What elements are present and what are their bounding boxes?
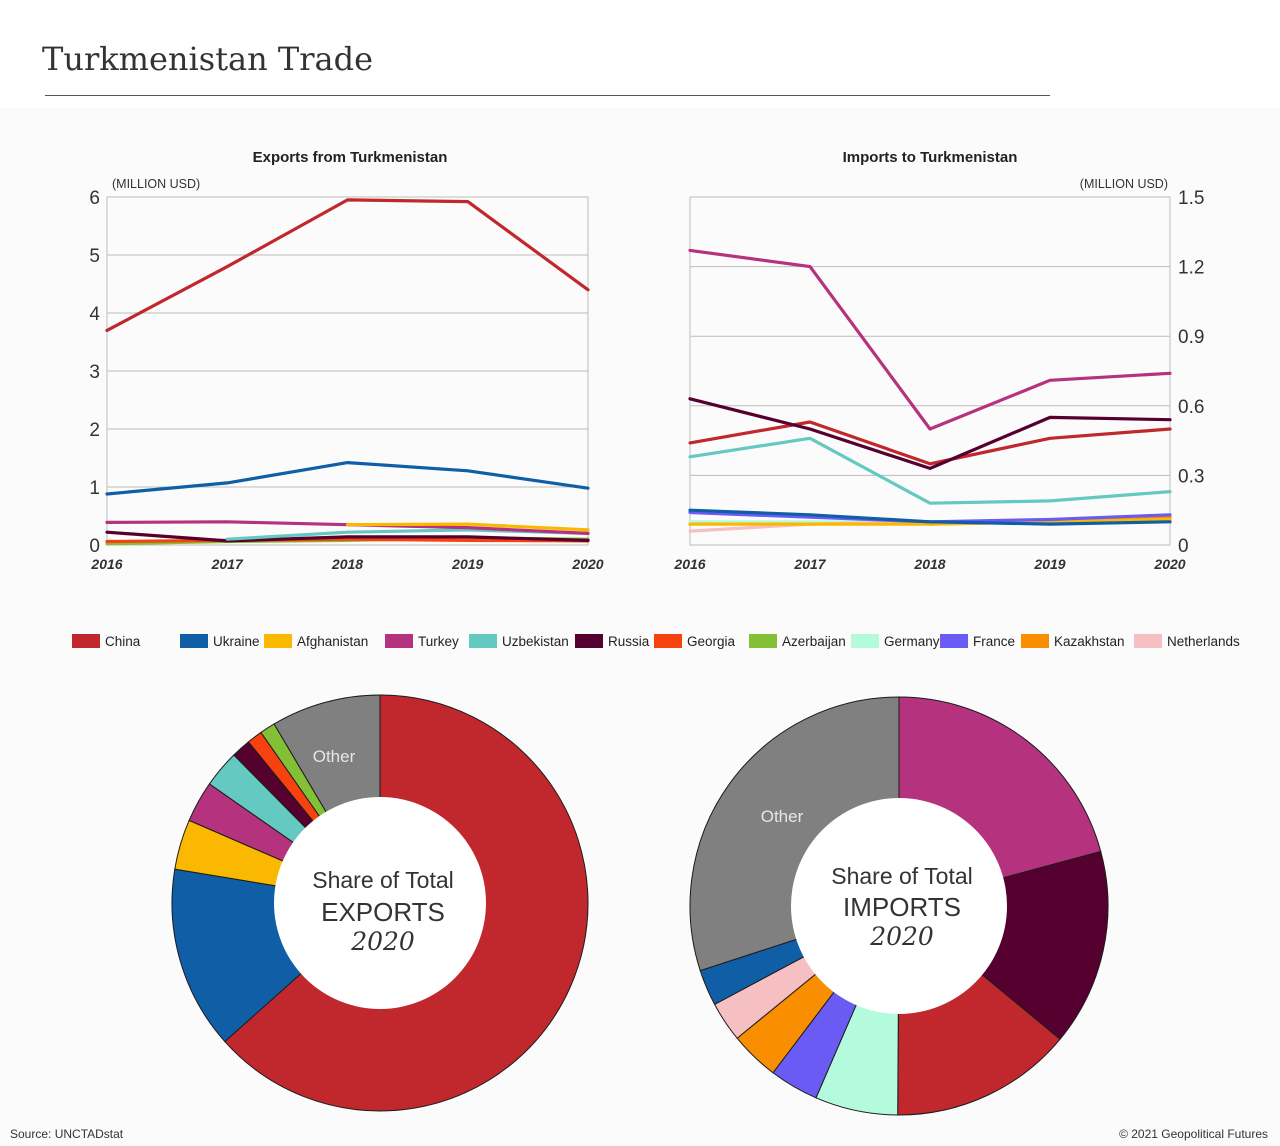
x-tick-label: 2019 (451, 556, 483, 572)
legend-swatch (749, 634, 777, 648)
legend-item-afghanistan: Afghanistan (264, 634, 368, 649)
y-tick-label: 1.5 (1178, 188, 1204, 209)
series-line-uzbekistan (688, 436, 1172, 505)
y-tick-label: 2 (89, 420, 100, 441)
donut-center-year: 2020 (350, 927, 415, 956)
donut-hole (791, 798, 1007, 1014)
series-line-georgia (105, 537, 590, 544)
legend-item-germany: Germany (851, 634, 940, 649)
legend-label: Afghanistan (297, 634, 368, 649)
donut-center-emphasis: IMPORTS (843, 892, 961, 922)
copyright-note: © 2021 Geopolitical Futures (1119, 1127, 1268, 1141)
legend-swatch (1021, 634, 1049, 648)
y-tick-label: 0 (89, 536, 100, 557)
legend-item-uzbekistan: Uzbekistan (469, 634, 569, 649)
source-note: Source: UNCTADstat (10, 1127, 124, 1141)
legend-swatch (851, 634, 879, 648)
y-tick-label: 0.9 (1178, 327, 1204, 348)
y-tick-label: 1.2 (1178, 258, 1204, 279)
series-line-china (105, 198, 590, 332)
legend-swatch (654, 634, 682, 648)
donut-center-title: Share of Total (831, 863, 973, 889)
unit-label: (MILLION USD) (1080, 177, 1168, 191)
legend-item-azerbaijan: Azerbaijan (749, 634, 846, 649)
x-tick-label: 2018 (331, 556, 363, 572)
donut-center-title: Share of Total (312, 867, 454, 893)
y-tick-label: 1 (89, 478, 100, 499)
x-tick-label: 2017 (211, 556, 244, 572)
page-title: Turkmenistan Trade (42, 40, 374, 78)
line-chart-exports: Exports from Turkmenistan (MILLION USD) 0 1… (89, 149, 603, 572)
series-line-afghanistan (688, 517, 1172, 526)
slice-label-other: Other (313, 747, 356, 766)
legend-label: Russia (608, 634, 650, 649)
legend-item-ukraine: Ukraine (180, 634, 260, 649)
legend-label: Uzbekistan (502, 634, 569, 649)
x-tick-label: 2020 (571, 556, 603, 572)
chart-title: Imports to Turkmenistan (843, 149, 1018, 166)
y-tick-label: 0.3 (1178, 466, 1204, 487)
title-rule (45, 95, 1050, 96)
y-tick-label: 6 (89, 188, 100, 209)
donut-hole (274, 797, 486, 1009)
legend-label: Azerbaijan (782, 634, 846, 649)
series-line-ukraine (688, 508, 1172, 526)
series-line-russia (688, 397, 1172, 470)
x-tick-label: 2017 (793, 556, 826, 572)
legend-label: Ukraine (213, 634, 260, 649)
unit-label: (MILLION USD) (112, 177, 200, 191)
legend-item-france: France (940, 634, 1015, 649)
x-tick-label: 2018 (913, 556, 945, 572)
legend-item-netherlands: Netherlands (1134, 634, 1240, 649)
legend-item-russia: Russia (575, 634, 650, 649)
legend-swatch (1134, 634, 1162, 648)
legend-label: Kazakhstan (1054, 634, 1125, 649)
donut-center-emphasis: EXPORTS (321, 897, 445, 927)
legend-swatch (575, 634, 603, 648)
legend-swatch (180, 634, 208, 648)
legend-label: France (973, 634, 1015, 649)
legend-item-turkey: Turkey (385, 634, 459, 649)
legend-swatch (264, 634, 292, 648)
legend-item-kazakhstan: Kazakhstan (1021, 634, 1125, 649)
x-tick-label: 2019 (1033, 556, 1065, 572)
y-tick-label: 4 (89, 304, 100, 325)
series-line-ukraine (105, 461, 590, 496)
x-tick-label: 2016 (673, 556, 705, 572)
donut-center-year: 2020 (869, 922, 934, 951)
x-tick-label: 2016 (90, 556, 122, 572)
series-line-turkey (688, 248, 1172, 431)
chart-title: Exports from Turkmenistan (253, 149, 448, 166)
legend-swatch (940, 634, 968, 648)
legend-label: China (105, 634, 141, 649)
y-tick-label: 0 (1178, 536, 1189, 557)
y-tick-label: 0.6 (1178, 397, 1204, 418)
series-line-russia (105, 530, 590, 543)
slice-label-other: Other (761, 807, 804, 826)
header: Turkmenistan Trade (0, 0, 1280, 108)
legend-label: Georgia (687, 634, 736, 649)
line-chart-imports: Imports to Turkmenistan (MILLION USD) 0 0.3… (673, 149, 1204, 572)
series-line-afghanistan (345, 522, 590, 532)
legend-label: Turkey (418, 634, 459, 649)
legend-label: Germany (884, 634, 940, 649)
legend-label: Netherlands (1167, 634, 1240, 649)
legend-swatch (469, 634, 497, 648)
series-line-china (688, 420, 1172, 466)
legend-swatch (385, 634, 413, 648)
x-tick-label: 2020 (1153, 556, 1185, 572)
plot-frame (689, 196, 1171, 546)
legend-item-georgia: Georgia (654, 634, 736, 649)
legend-swatch (72, 634, 100, 648)
y-tick-label: 3 (89, 362, 100, 383)
legend: China Ukraine Afghanistan Turkey Uzbekistan R… (72, 634, 1240, 649)
y-tick-label: 5 (89, 246, 100, 267)
legend-item-china: China (72, 634, 141, 649)
